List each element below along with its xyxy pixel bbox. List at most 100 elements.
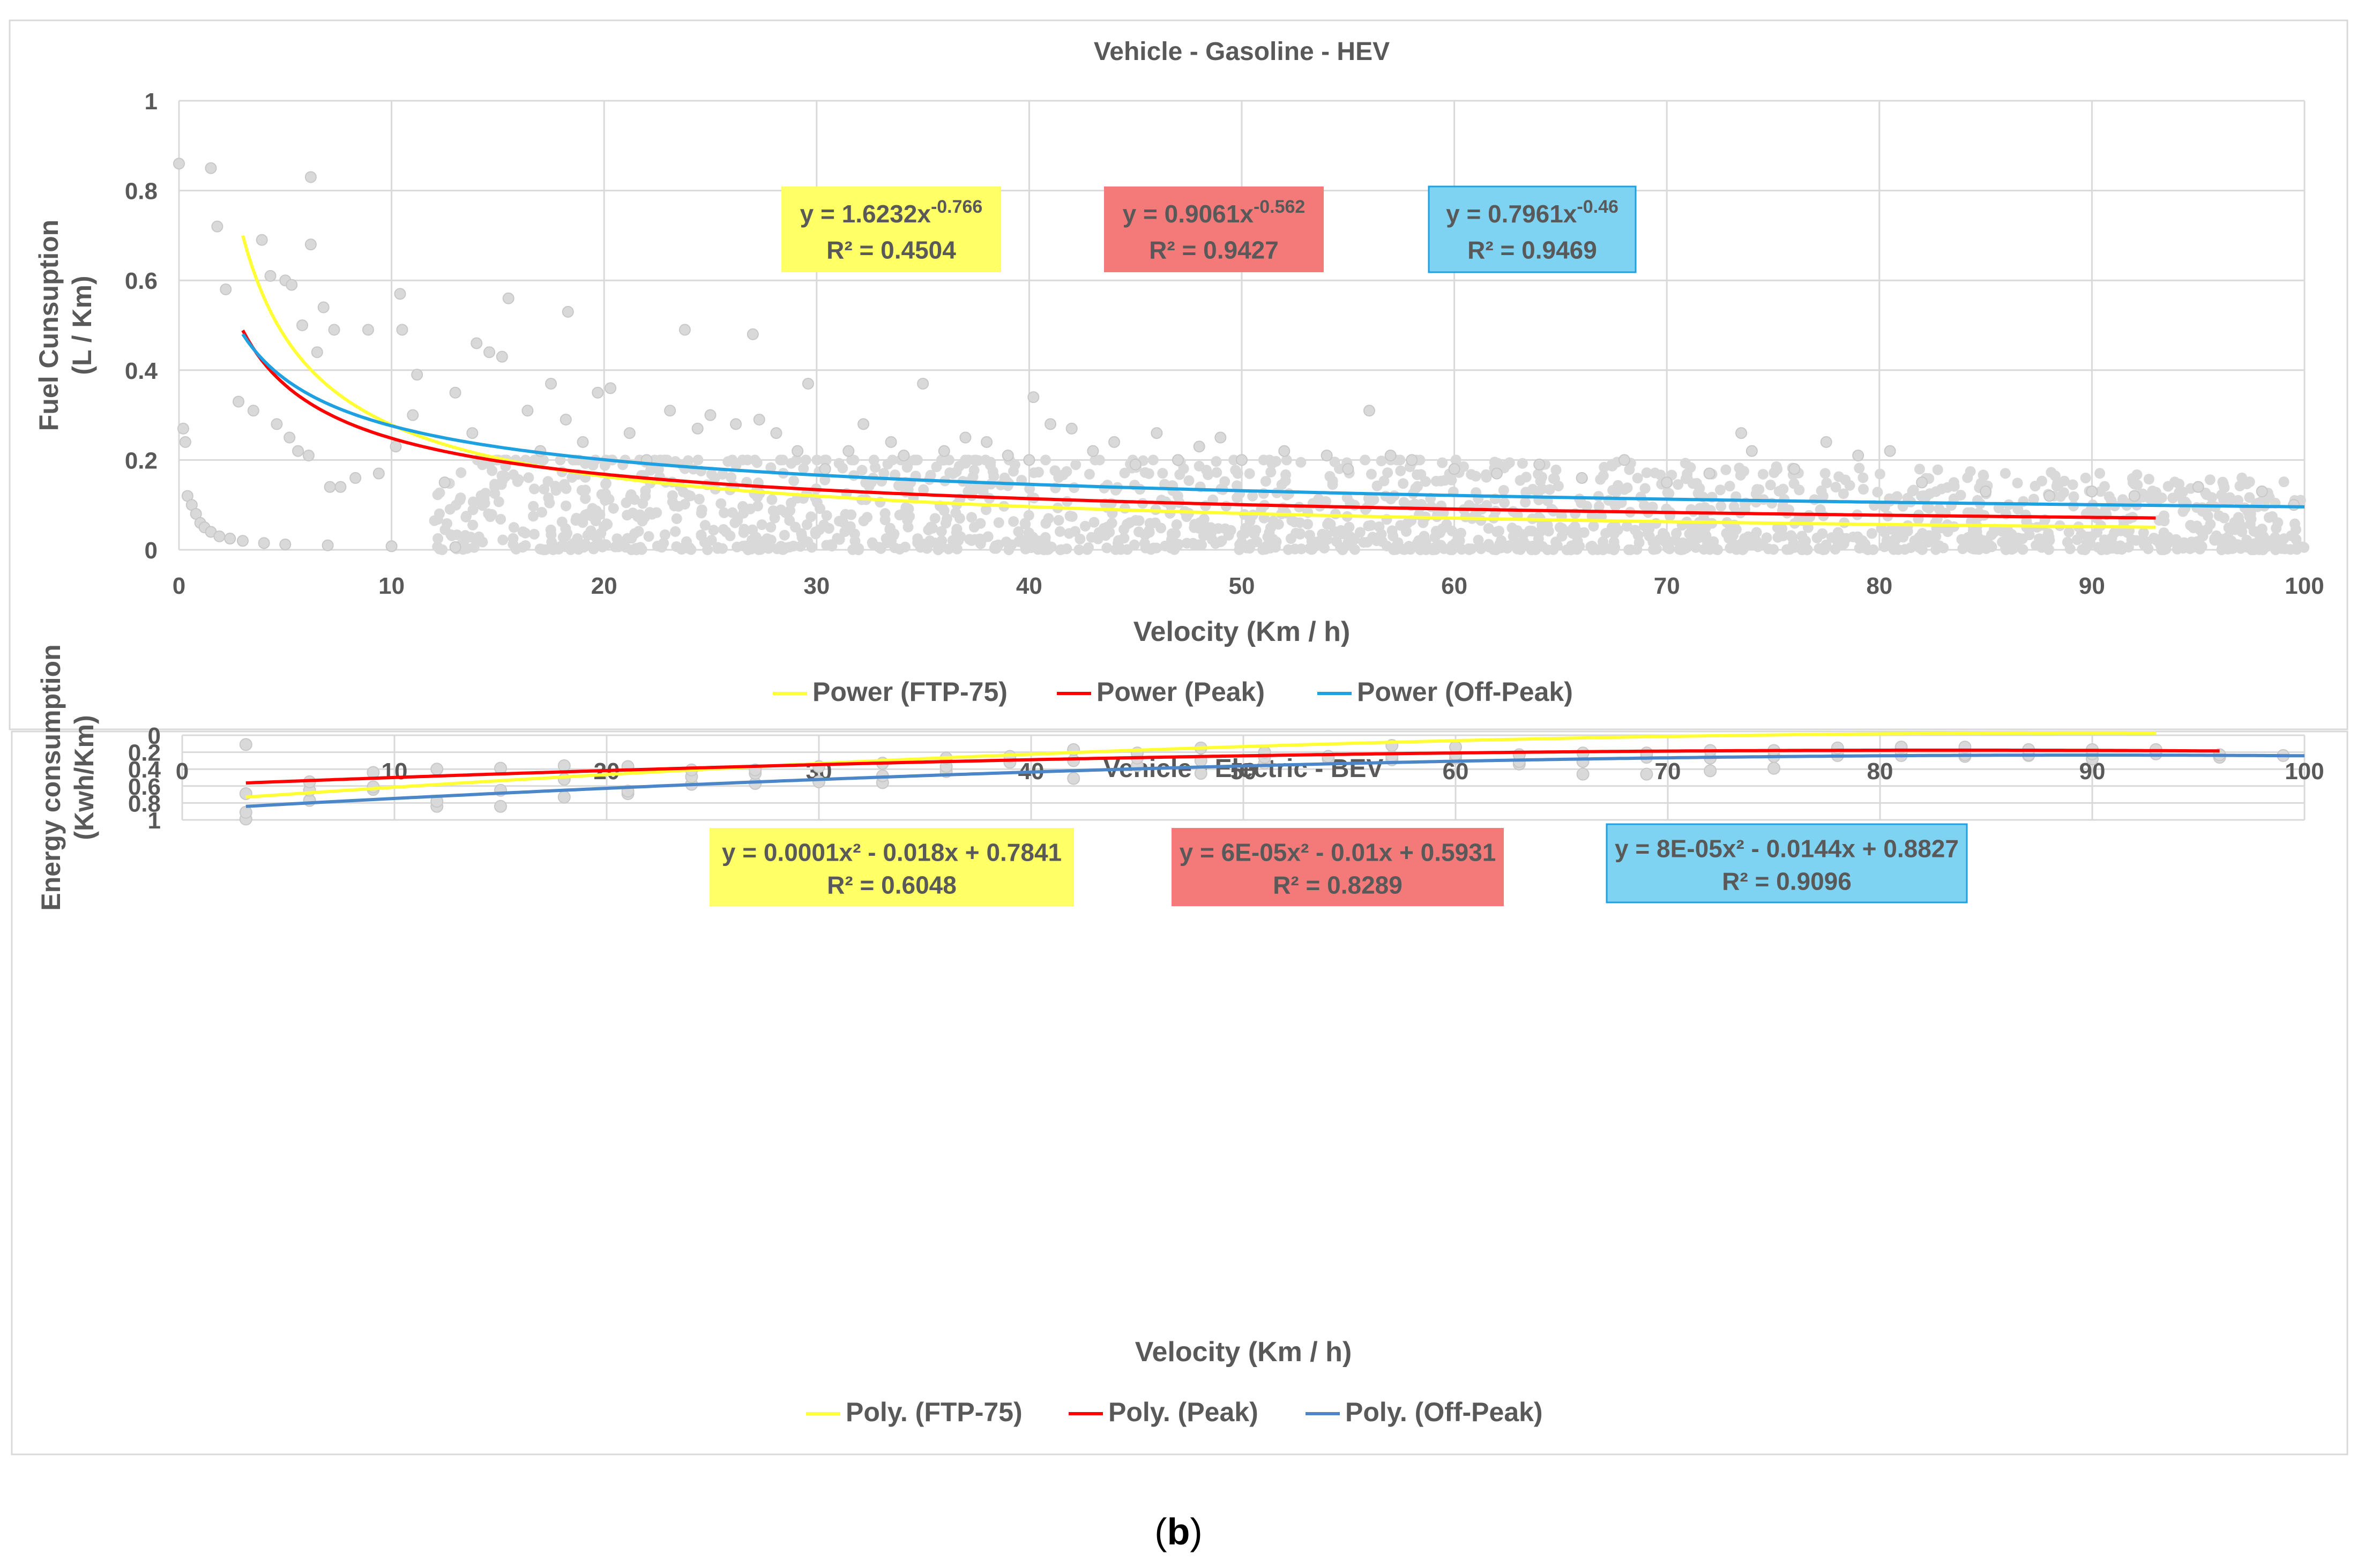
scatter-point xyxy=(1735,427,1748,439)
scatter-point xyxy=(1395,465,1406,476)
scatter-point xyxy=(211,220,223,233)
y-axis-label-line: (Kwh/Km) xyxy=(69,715,99,840)
scatter-point xyxy=(1793,513,1804,524)
scatter-point xyxy=(1536,472,1548,483)
scatter-point xyxy=(811,454,823,466)
scatter-point xyxy=(2162,481,2174,492)
scatter-point xyxy=(2105,542,2116,554)
scatter-point xyxy=(1606,522,1617,533)
x-tick-label: 0 xyxy=(176,758,189,785)
scatter-point xyxy=(1306,544,1317,555)
scatter-point xyxy=(471,337,483,349)
scatter-point xyxy=(664,405,676,417)
scatter-point xyxy=(811,497,823,508)
y-axis-label: Fuel Cunsuption (L / Km) xyxy=(34,220,97,431)
scatter-point xyxy=(1063,528,1075,539)
figure-label: (b) xyxy=(1154,1511,1202,1552)
scatter-point xyxy=(553,543,564,555)
scatter-point xyxy=(1398,497,1409,508)
r-squared-text: R² = 0.9427 xyxy=(1149,236,1279,264)
scatter-point xyxy=(517,542,528,553)
equation-exponent: -0.562 xyxy=(1254,197,1305,217)
scatter-point xyxy=(2094,468,2106,479)
scatter-point xyxy=(2030,481,2041,492)
y-tick-label: 0 xyxy=(145,537,158,564)
scatter-point xyxy=(1515,475,1526,486)
scatter-point xyxy=(508,522,519,533)
scatter-point xyxy=(1247,490,1258,502)
scatter-point xyxy=(1817,528,1828,539)
scatter-point xyxy=(605,382,617,394)
y-tick-label: 0.6 xyxy=(125,268,158,294)
scatter-point xyxy=(1772,532,1784,543)
scatter-point xyxy=(1079,520,1091,532)
scatter-point xyxy=(1809,494,1820,505)
scatter-point xyxy=(1618,454,1630,466)
scatter-point xyxy=(968,465,980,476)
scatter-point xyxy=(324,481,336,493)
scatter-point xyxy=(1821,477,1832,489)
scatter-point xyxy=(1147,454,1159,466)
scatter-point xyxy=(1968,543,1979,555)
scatter-point xyxy=(1420,476,1431,487)
scatter-point xyxy=(769,512,780,524)
scatter-point xyxy=(1802,544,1813,555)
scatter-point xyxy=(893,480,904,491)
scatter-point xyxy=(1788,478,1800,489)
scatter-point xyxy=(495,513,506,525)
legend-label: Power (FTP-75) xyxy=(812,677,1008,707)
scatter-point xyxy=(1754,539,1765,550)
scatter-point xyxy=(1750,488,1762,499)
scatter-point xyxy=(494,800,507,813)
scatter-point xyxy=(1368,494,1379,505)
scatter-point xyxy=(467,519,479,531)
scatter-point xyxy=(1908,484,1919,496)
scatter-point xyxy=(959,431,972,444)
scatter-point xyxy=(925,469,936,481)
legend-label: Poly. (Off-Peak) xyxy=(1345,1397,1543,1427)
scatter-point xyxy=(2063,526,2075,537)
scatter-point xyxy=(296,319,309,331)
scatter-point xyxy=(1567,523,1578,534)
scatter-point xyxy=(1632,529,1644,541)
scatter-point xyxy=(1542,544,1553,555)
scatter-point xyxy=(1070,459,1081,471)
trendline-2 xyxy=(245,748,2220,785)
y-axis-label-line: (L / Km) xyxy=(67,275,97,375)
scatter-point xyxy=(900,502,912,513)
scatter-point xyxy=(1773,486,1785,497)
scatter-point xyxy=(523,472,534,483)
scatter-point xyxy=(885,436,897,448)
scatter-point xyxy=(982,531,994,542)
scatter-point xyxy=(658,537,669,549)
scatter-point xyxy=(1724,481,1735,492)
scatter-point xyxy=(1890,542,1901,554)
scatter-point xyxy=(737,540,749,551)
scatter-point xyxy=(1133,526,1145,537)
scatter-point xyxy=(1262,532,1273,543)
scatter-point xyxy=(1113,535,1124,546)
scatter-point xyxy=(753,413,765,425)
scatter-point xyxy=(1232,492,1243,503)
scatter-point xyxy=(497,534,509,546)
scatter-point xyxy=(2234,480,2246,491)
scatter-point xyxy=(1232,468,1243,479)
scatter-point xyxy=(1371,480,1383,491)
scatter-point xyxy=(264,270,277,282)
scatter-point xyxy=(1216,535,1227,547)
scatter-point xyxy=(205,162,217,174)
equation-box-3: y = 8E-05x² - 0.0144x + 0.8827 R² = 0.909… xyxy=(1606,823,1968,904)
scatter-point xyxy=(2067,479,2078,490)
scatter-point xyxy=(1245,539,1257,550)
scatter-point xyxy=(1499,497,1510,509)
scatter-point xyxy=(1607,460,1618,472)
scatter-point xyxy=(2249,526,2261,537)
scatter-point xyxy=(1391,541,1402,552)
scatter-point xyxy=(681,536,692,547)
scatter-point xyxy=(573,540,585,551)
scatter-point xyxy=(483,346,496,359)
legend-label: Poly. (FTP-75) xyxy=(846,1397,1023,1427)
scatter-point xyxy=(177,422,189,435)
scatter-point xyxy=(2218,478,2229,489)
scatter-point xyxy=(1685,462,1696,473)
